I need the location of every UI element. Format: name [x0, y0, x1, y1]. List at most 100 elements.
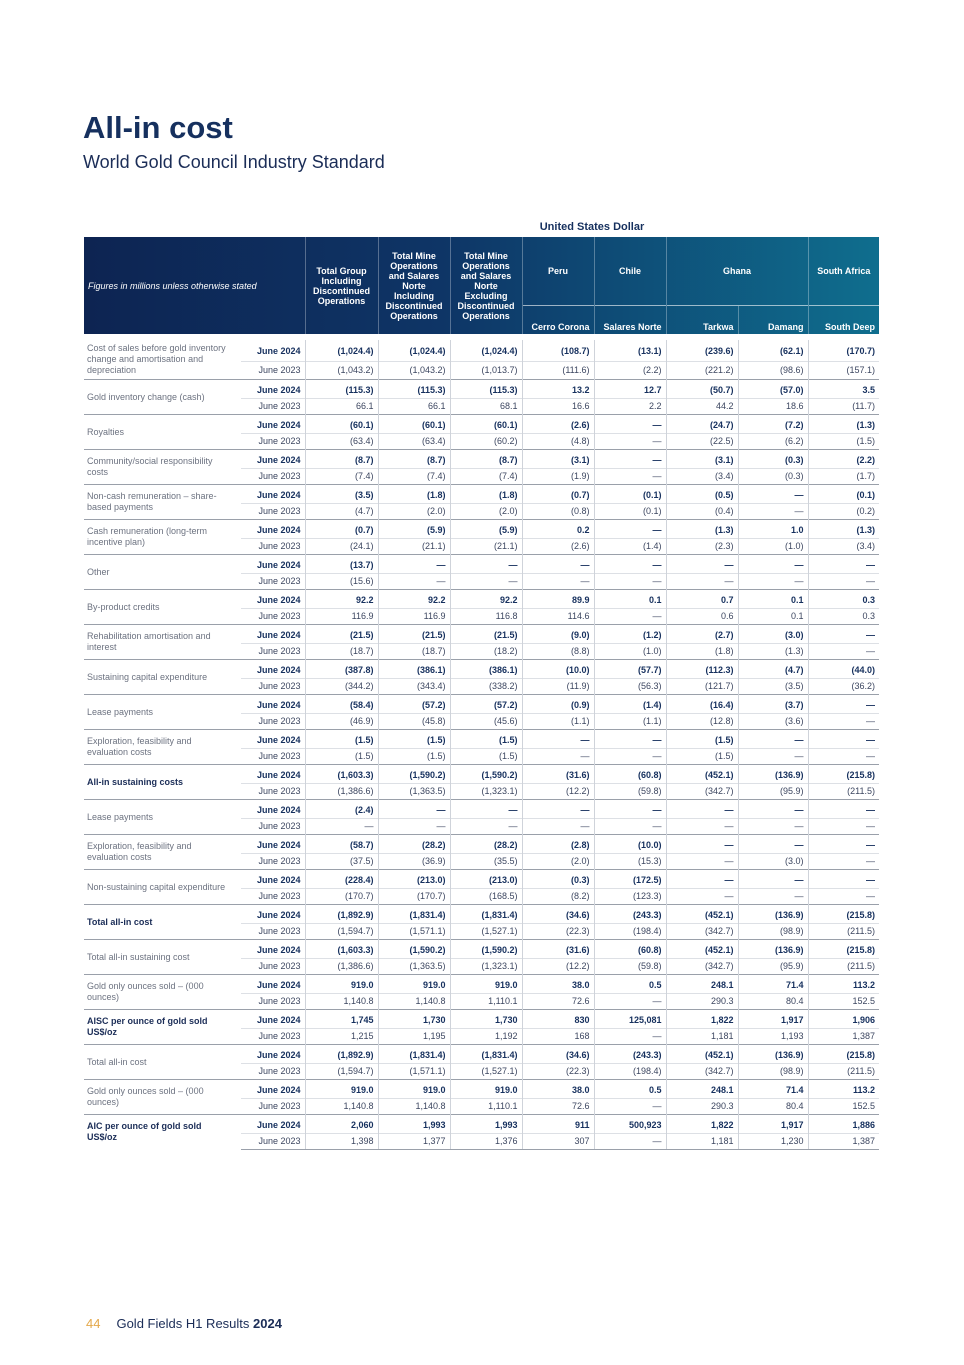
- value-cell: —: [449, 554, 523, 574]
- row-label: Non-cash remuneration – share-based paym…: [87, 491, 217, 512]
- value-cell: (1.2): [593, 624, 667, 644]
- value-cell: —: [807, 748, 880, 765]
- row-label: Sustaining capital expenditure: [87, 671, 208, 682]
- value-cell: (59.8): [593, 783, 667, 800]
- period: June 2024: [256, 420, 301, 430]
- value-cell: (57.2): [449, 694, 523, 714]
- value-cell: (1.7): [807, 468, 880, 485]
- row-label: Lease payments: [87, 811, 154, 822]
- value-cell: —: [377, 799, 451, 819]
- data-row: June 2023 (1,043.2) (1,043.2) (1,013.7) (111…: [84, 360, 880, 380]
- value-cell: 92.2: [304, 589, 379, 609]
- value-cell: (0.1): [593, 503, 667, 520]
- value-cell: —: [737, 503, 809, 520]
- value-cell: 1,140.8: [304, 1098, 379, 1115]
- value-cell: (1,043.2): [304, 360, 379, 380]
- row-label: AIC per ounce of gold sold US$/oz: [87, 1121, 202, 1143]
- value-cell: (11.7): [807, 398, 880, 415]
- value-cell: (0.3): [521, 869, 595, 889]
- value-cell: (37.5): [304, 853, 379, 870]
- value-cell: (1.5): [304, 748, 379, 765]
- period: June 2024: [256, 700, 301, 710]
- value-cell: —: [593, 519, 667, 539]
- value-cell: (1,323.1): [449, 958, 523, 975]
- value-cell: —: [593, 449, 667, 469]
- value-cell: 1,387: [807, 1133, 880, 1150]
- value-cell: —: [377, 573, 451, 590]
- data-row: Cash remuneration (long-term incentive p…: [84, 519, 880, 547]
- value-cell: (31.6): [521, 764, 595, 784]
- value-cell: (21.5): [377, 624, 451, 644]
- value-cell: (170.7): [377, 888, 451, 905]
- value-cell: 0.1: [737, 589, 809, 609]
- value-cell: —: [593, 729, 667, 749]
- value-cell: (28.2): [449, 834, 523, 854]
- value-cell: (3.1): [665, 449, 739, 469]
- value-cell: (5.9): [377, 519, 451, 539]
- value-cell: 125,081: [593, 1009, 667, 1029]
- value-cell: —: [807, 729, 880, 749]
- data-row: June 2023 (1,386.6) (1,363.5) (1,323.1) (12.…: [84, 958, 880, 975]
- value-cell: (13.1): [593, 337, 667, 362]
- value-cell: (22.5): [665, 433, 739, 450]
- data-row: Other June 2024 (13.7) — — — — — — —: [84, 554, 880, 577]
- value-cell: 152.5: [807, 1098, 880, 1115]
- value-cell: (6.2): [737, 433, 809, 450]
- period: June 2023: [241, 993, 306, 1010]
- value-cell: (1,024.4): [304, 337, 379, 362]
- data-row: AISC per ounce of gold sold US$/oz June 2…: [84, 1009, 880, 1037]
- value-cell: 113.2: [807, 974, 880, 994]
- period: June 2024: [256, 1050, 301, 1060]
- value-cell: 1,110.1: [449, 993, 523, 1010]
- value-cell: (0.1): [593, 484, 667, 504]
- value-cell: (1,527.1): [449, 1063, 523, 1080]
- value-cell: 66.1: [304, 398, 379, 415]
- period: June 2024: [256, 735, 301, 745]
- value-cell: (1.5): [304, 729, 379, 749]
- value-cell: (1.5): [377, 729, 451, 749]
- value-cell: (0.2): [807, 503, 880, 520]
- period: June 2024: [256, 1015, 301, 1025]
- value-cell: (213.0): [449, 869, 523, 889]
- data-row: By-product credits June 2024 92.2 92.2 92.2 8…: [84, 589, 880, 612]
- value-cell: (342.7): [665, 923, 739, 940]
- value-cell: (2.0): [377, 503, 451, 520]
- value-cell: 1,822: [665, 1114, 739, 1134]
- data-row: June 2023 (1,594.7) (1,571.1) (1,527.1) (22.…: [84, 923, 880, 940]
- value-cell: (1.4): [593, 538, 667, 555]
- value-cell: (98.9): [737, 1063, 809, 1080]
- value-cell: (1.8): [377, 484, 451, 504]
- row-label: Exploration, feasibility and evaluation …: [87, 736, 192, 757]
- value-cell: 1,822: [665, 1009, 739, 1029]
- value-cell: 0.3: [807, 589, 880, 609]
- region-header: South Africa: [807, 237, 880, 305]
- value-cell: 152.5: [807, 993, 880, 1010]
- data-row: Total all-in sustaining cost June 2024 (1,…: [84, 939, 880, 962]
- period: June 2023: [241, 713, 306, 730]
- value-cell: (24.1): [304, 538, 379, 555]
- region-header: Ghana: [665, 237, 809, 305]
- value-cell: —: [665, 834, 739, 854]
- value-cell: —: [665, 799, 739, 819]
- value-cell: 1,215: [304, 1028, 379, 1045]
- value-cell: (46.9): [304, 713, 379, 730]
- value-cell: (3.5): [304, 484, 379, 504]
- value-cell: 1,906: [807, 1009, 880, 1029]
- value-cell: (13.7): [304, 554, 379, 574]
- value-cell: (60.1): [304, 414, 379, 434]
- value-cell: (95.9): [737, 783, 809, 800]
- value-cell: (1.8): [665, 643, 739, 660]
- value-cell: (1,363.5): [377, 958, 451, 975]
- value-cell: —: [593, 818, 667, 835]
- value-cell: —: [521, 748, 595, 765]
- value-cell: (1,527.1): [449, 923, 523, 940]
- value-cell: (215.8): [807, 1044, 880, 1064]
- value-cell: 0.2: [521, 519, 595, 539]
- value-cell: (2.2): [807, 449, 880, 469]
- period: June 2024: [256, 665, 301, 675]
- value-cell: 1.0: [737, 519, 809, 539]
- value-cell: —: [807, 869, 880, 889]
- value-cell: (344.2): [304, 678, 379, 695]
- value-cell: (1.9): [521, 468, 595, 485]
- value-cell: (58.4): [304, 694, 379, 714]
